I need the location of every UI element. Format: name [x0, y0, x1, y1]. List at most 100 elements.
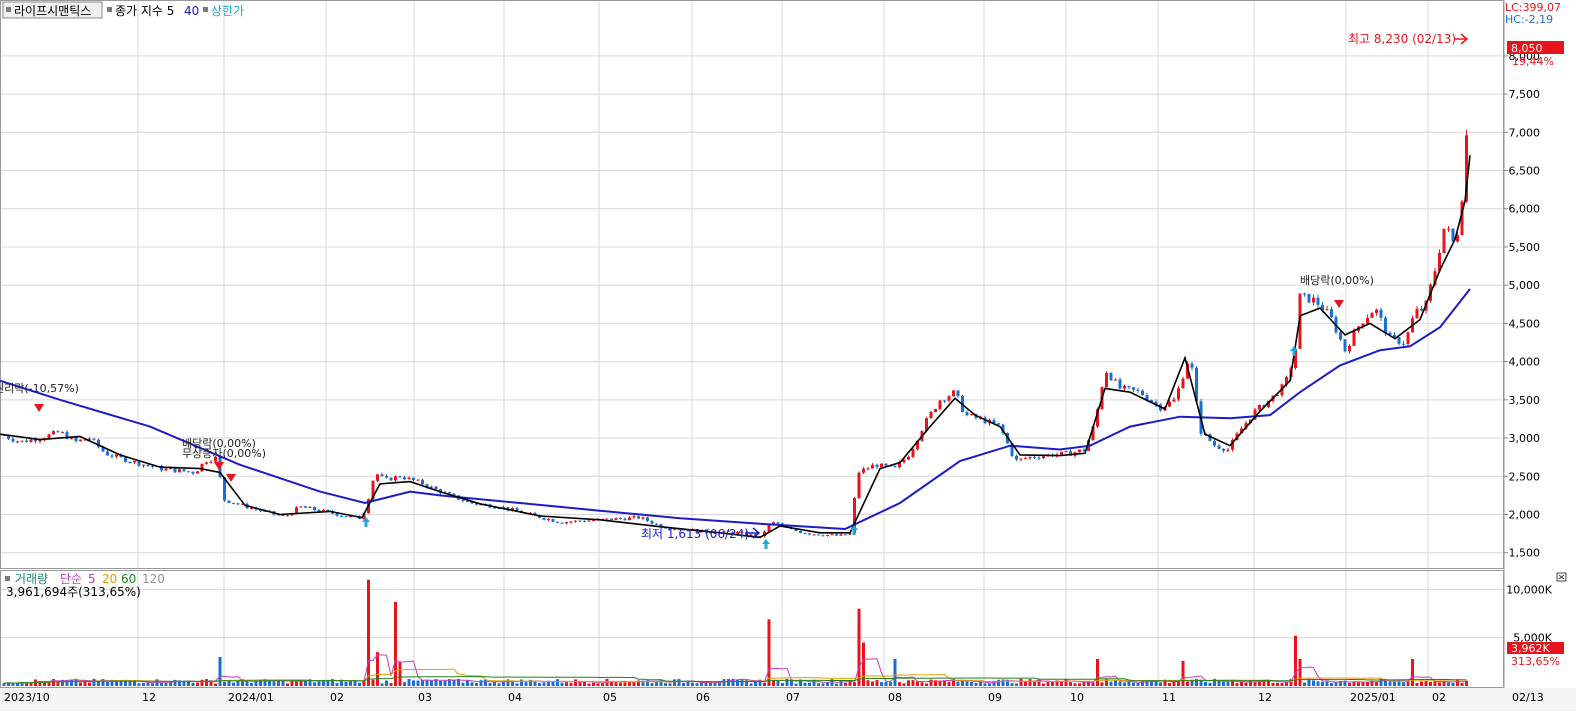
time-tick-label: 02	[330, 691, 344, 704]
volume-ma120-label: 120	[142, 572, 165, 586]
volume-bar	[1087, 681, 1090, 686]
volume-bar	[169, 682, 172, 686]
volume-bar	[1213, 678, 1216, 686]
volume-bar	[290, 679, 294, 686]
stock-name-square-icon	[6, 7, 11, 12]
volume-bar	[128, 681, 132, 686]
volume-bar	[830, 679, 834, 686]
volume-bar	[371, 679, 375, 686]
candle	[1370, 312, 1374, 318]
volume-bar	[1271, 682, 1275, 686]
volume-bar	[1154, 680, 1158, 686]
volume-bar	[1415, 683, 1419, 686]
volume-bar	[1267, 679, 1270, 686]
volume-bar	[74, 678, 78, 686]
volume-bar	[1190, 679, 1194, 686]
price-tick-label: 4,500	[1509, 317, 1541, 330]
candle	[304, 505, 307, 508]
volume-bar	[925, 683, 928, 686]
volume-bar	[1073, 683, 1077, 686]
candle	[299, 506, 303, 508]
price-tick-label: 6,500	[1509, 165, 1541, 178]
candle	[56, 430, 60, 433]
candle	[871, 462, 874, 469]
volume-bar	[848, 681, 852, 686]
volume-bar	[601, 683, 604, 686]
volume-bar	[1298, 658, 1302, 686]
volume-bar	[767, 619, 771, 686]
volume-bar	[700, 682, 703, 686]
candle	[1168, 400, 1171, 407]
volume-bar	[200, 679, 204, 686]
candle	[11, 436, 15, 443]
candle	[947, 395, 951, 403]
stock-name[interactable]: 라이프시맨틱스	[14, 4, 91, 18]
volume-current: 3,961,694주(313,65%)	[6, 585, 141, 599]
price-tick-label: 3,000	[1509, 432, 1541, 445]
volume-bar	[43, 681, 46, 686]
volume-bar	[1010, 683, 1014, 686]
volume-bar	[1366, 681, 1369, 686]
volume-bar	[1442, 681, 1446, 686]
candle	[857, 471, 861, 500]
volume-bar	[1217, 681, 1221, 686]
price-tick-label: 3,500	[1509, 394, 1541, 407]
current-change: 19,44%	[1512, 55, 1554, 68]
candle	[938, 399, 942, 411]
candle	[560, 522, 564, 524]
volume-bar	[344, 681, 348, 686]
candle	[1420, 305, 1423, 312]
price-tick-label: 4,000	[1509, 356, 1541, 369]
volume-bar	[547, 680, 550, 686]
candle	[448, 491, 451, 494]
volume-bar	[182, 681, 186, 686]
volume-bar	[1460, 683, 1464, 686]
volume-bar	[839, 680, 843, 686]
candle	[232, 502, 235, 505]
volume-bar	[1231, 680, 1234, 686]
ex-marker-1-icon	[34, 404, 44, 412]
volume-bar	[556, 679, 559, 686]
volume-bar	[853, 682, 856, 686]
price-panel-frame	[0, 0, 1504, 569]
volume-bar	[650, 683, 654, 686]
price-legend-square-icon	[107, 7, 112, 12]
volume-bar	[565, 682, 568, 686]
candle	[515, 506, 519, 511]
volume-bar	[1240, 681, 1243, 686]
candle	[1172, 396, 1176, 402]
candle	[412, 477, 415, 482]
candle	[880, 463, 883, 468]
ex-marker-4-icon	[1334, 300, 1344, 308]
volume-bar	[682, 682, 685, 686]
candle	[839, 533, 843, 536]
volume-bar	[592, 682, 595, 686]
candle	[740, 530, 744, 533]
volume-bar	[794, 683, 798, 686]
volume-ma20-label: 20	[102, 572, 117, 586]
volume-bar	[196, 682, 199, 686]
volume-bar	[277, 680, 280, 686]
volume-bar	[322, 680, 325, 686]
volume-bar	[542, 682, 546, 686]
price-tick-label: 1,500	[1509, 547, 1541, 560]
volume-bar	[308, 679, 312, 686]
volume-bar	[1042, 683, 1045, 686]
volume-bar	[56, 680, 60, 686]
volume-ma60-line	[3, 676, 1467, 684]
candle	[817, 534, 820, 536]
volume-bar	[380, 683, 384, 686]
volume-ma-title: 단순	[60, 572, 82, 586]
volume-bar	[457, 678, 460, 686]
volume-bar	[263, 678, 267, 686]
volume-bar	[407, 678, 411, 686]
candle	[1325, 305, 1329, 311]
candle	[61, 431, 64, 434]
time-tick-label: 07	[786, 691, 800, 704]
volume-bar	[1145, 680, 1149, 686]
volume-bar	[1181, 660, 1185, 686]
candle	[605, 518, 609, 520]
stock-name-box[interactable]	[2, 1, 103, 19]
volume-panel-frame	[0, 570, 1504, 688]
volume-tick-label: 5,000K	[1513, 632, 1552, 645]
